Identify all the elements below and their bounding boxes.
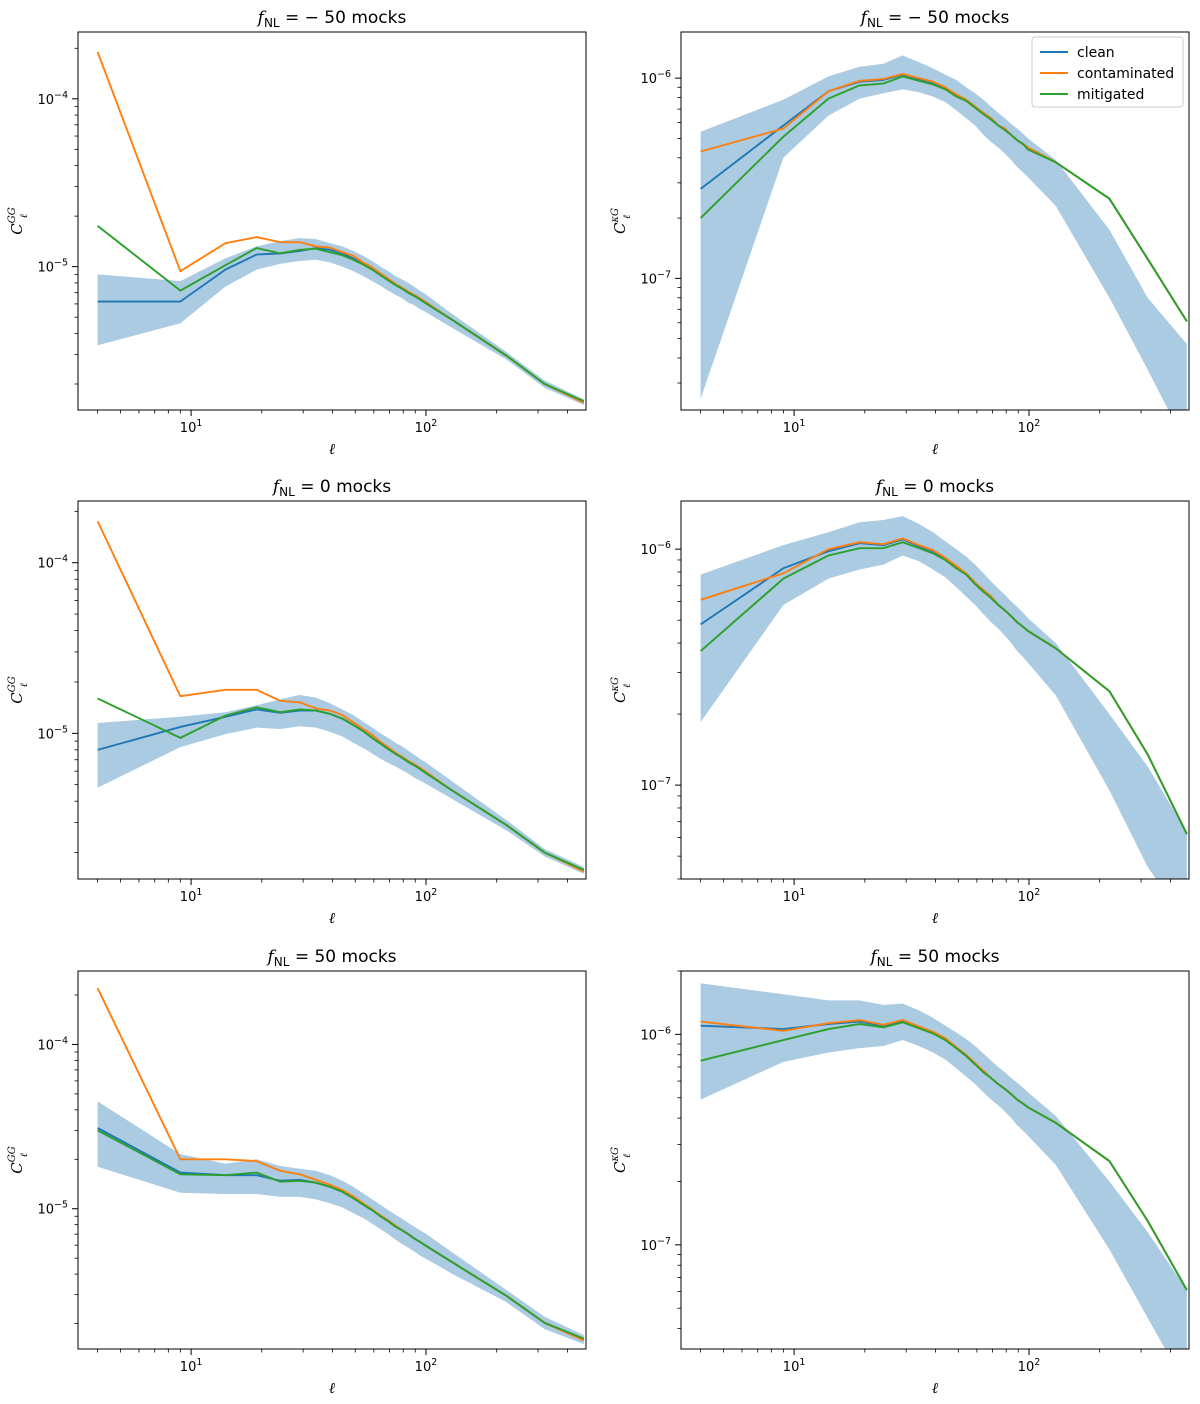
y-tick-label: 10−6: [640, 1025, 671, 1043]
legend-box: [1031, 36, 1184, 108]
y-tick-label: 10−5: [37, 724, 68, 742]
x-tick-label: 101: [783, 418, 806, 436]
chart-title: fNL = − 50 mocks: [256, 8, 407, 30]
series-line-contaminated: [700, 72, 1188, 322]
legend-label-clean: clean: [1077, 45, 1115, 61]
x-tick-label: 102: [415, 887, 438, 905]
x-axis-label: ℓ: [932, 909, 938, 927]
uncertainty-band: [97, 694, 584, 874]
x-tick-label: 102: [415, 1357, 438, 1375]
x-tick-label: 101: [180, 1357, 203, 1375]
y-axis-label: CκGℓ: [610, 208, 633, 234]
chart-panel-row2-left: 101 102 10−5 10−4 fNL = 0 mocks ℓ CGGℓ: [7, 477, 587, 927]
series-line-mitigated: [699, 541, 1188, 835]
chart-panel-row3-right: 101 102 10−7 10−6 fNL = 50 mocks ℓ CκGℓ: [610, 947, 1190, 1397]
y-tick-label: 10−4: [37, 554, 68, 572]
chart-title: fNL = 0 mocks: [271, 477, 391, 499]
uncertainty-band: [700, 55, 1187, 410]
x-tick-label: 102: [1018, 887, 1041, 905]
chart-title: fNL = − 50 mocks: [859, 8, 1010, 30]
y-tick-label: 10−4: [37, 1035, 68, 1053]
axes-frame: [77, 500, 587, 880]
y-tick-label: 10−4: [37, 90, 68, 108]
y-tick-label: 10−5: [37, 1200, 68, 1218]
axes-frame: [680, 500, 1190, 880]
series-line-mitigated: [97, 697, 585, 871]
y-tick-label: 10−5: [37, 258, 68, 276]
legend-label-mitigated: mitigated: [1077, 87, 1144, 103]
chart-panel-row3-left: 101 102 10−5 10−4 fNL = 50 mocks ℓ CGGℓ: [7, 947, 587, 1397]
y-axis-label: CGGℓ: [7, 676, 30, 703]
x-tick-label: 101: [180, 887, 203, 905]
chart-panel-row1-right: 101 102 10−7 10−6 fNL = − 50 mocks ℓ CκGℓ clean…: [610, 8, 1190, 458]
uncertainty-band: [700, 516, 1187, 879]
axes-frame: [77, 31, 587, 411]
y-axis-label: CGGℓ: [7, 1146, 30, 1173]
axes-frame: [680, 970, 1190, 1350]
x-axis-label: ℓ: [329, 440, 335, 458]
x-tick-label: 102: [415, 418, 438, 436]
series-line-mitigated: [97, 225, 585, 403]
x-axis-label: ℓ: [329, 909, 335, 927]
y-tick-label: 10−7: [640, 776, 671, 794]
series-line-contaminated: [96, 51, 585, 404]
chart-legend: clean contaminated mitigated: [1031, 36, 1184, 108]
uncertainty-band: [97, 1101, 584, 1345]
series-line-mitigated: [699, 75, 1188, 322]
x-tick-label: 101: [783, 887, 806, 905]
y-axis-label: CGGℓ: [7, 207, 30, 234]
y-tick-label: 10−6: [640, 540, 671, 558]
y-tick-label: 10−7: [640, 269, 671, 287]
chart-title: fNL = 50 mocks: [265, 947, 396, 969]
x-tick-label: 102: [1018, 1357, 1041, 1375]
chart-panel-row1-left: 101 102 10−5 10−4 fNL = − 50 mocks ℓ CGGℓ: [7, 8, 587, 458]
chart-panel-row2-right: 101 102 10−7 10−6 fNL = 0 mocks ℓ CκGℓ: [610, 477, 1190, 927]
y-axis-label: CκGℓ: [610, 1147, 633, 1173]
axes-frame: [680, 31, 1190, 411]
uncertainty-band: [700, 983, 1187, 1349]
y-axis-label: CκGℓ: [610, 677, 633, 703]
series-line-contaminated: [96, 520, 585, 873]
x-axis-label: ℓ: [932, 1379, 938, 1397]
uncertainty-band: [97, 238, 584, 405]
x-axis-label: ℓ: [932, 440, 938, 458]
series-line-mitigated: [700, 1021, 1188, 1291]
y-tick-label: 10−7: [640, 1236, 671, 1254]
y-tick-label: 10−6: [640, 69, 671, 87]
x-axis-label: ℓ: [329, 1379, 335, 1397]
x-tick-label: 101: [180, 418, 203, 436]
chart-title: fNL = 50 mocks: [868, 947, 999, 969]
axes-frame: [77, 970, 587, 1350]
legend-label-contaminated: contaminated: [1077, 66, 1174, 82]
series-line-mitigated: [97, 1129, 585, 1340]
x-tick-label: 101: [783, 1357, 806, 1375]
chart-title: fNL = 0 mocks: [874, 477, 994, 499]
x-tick-label: 102: [1018, 418, 1041, 436]
